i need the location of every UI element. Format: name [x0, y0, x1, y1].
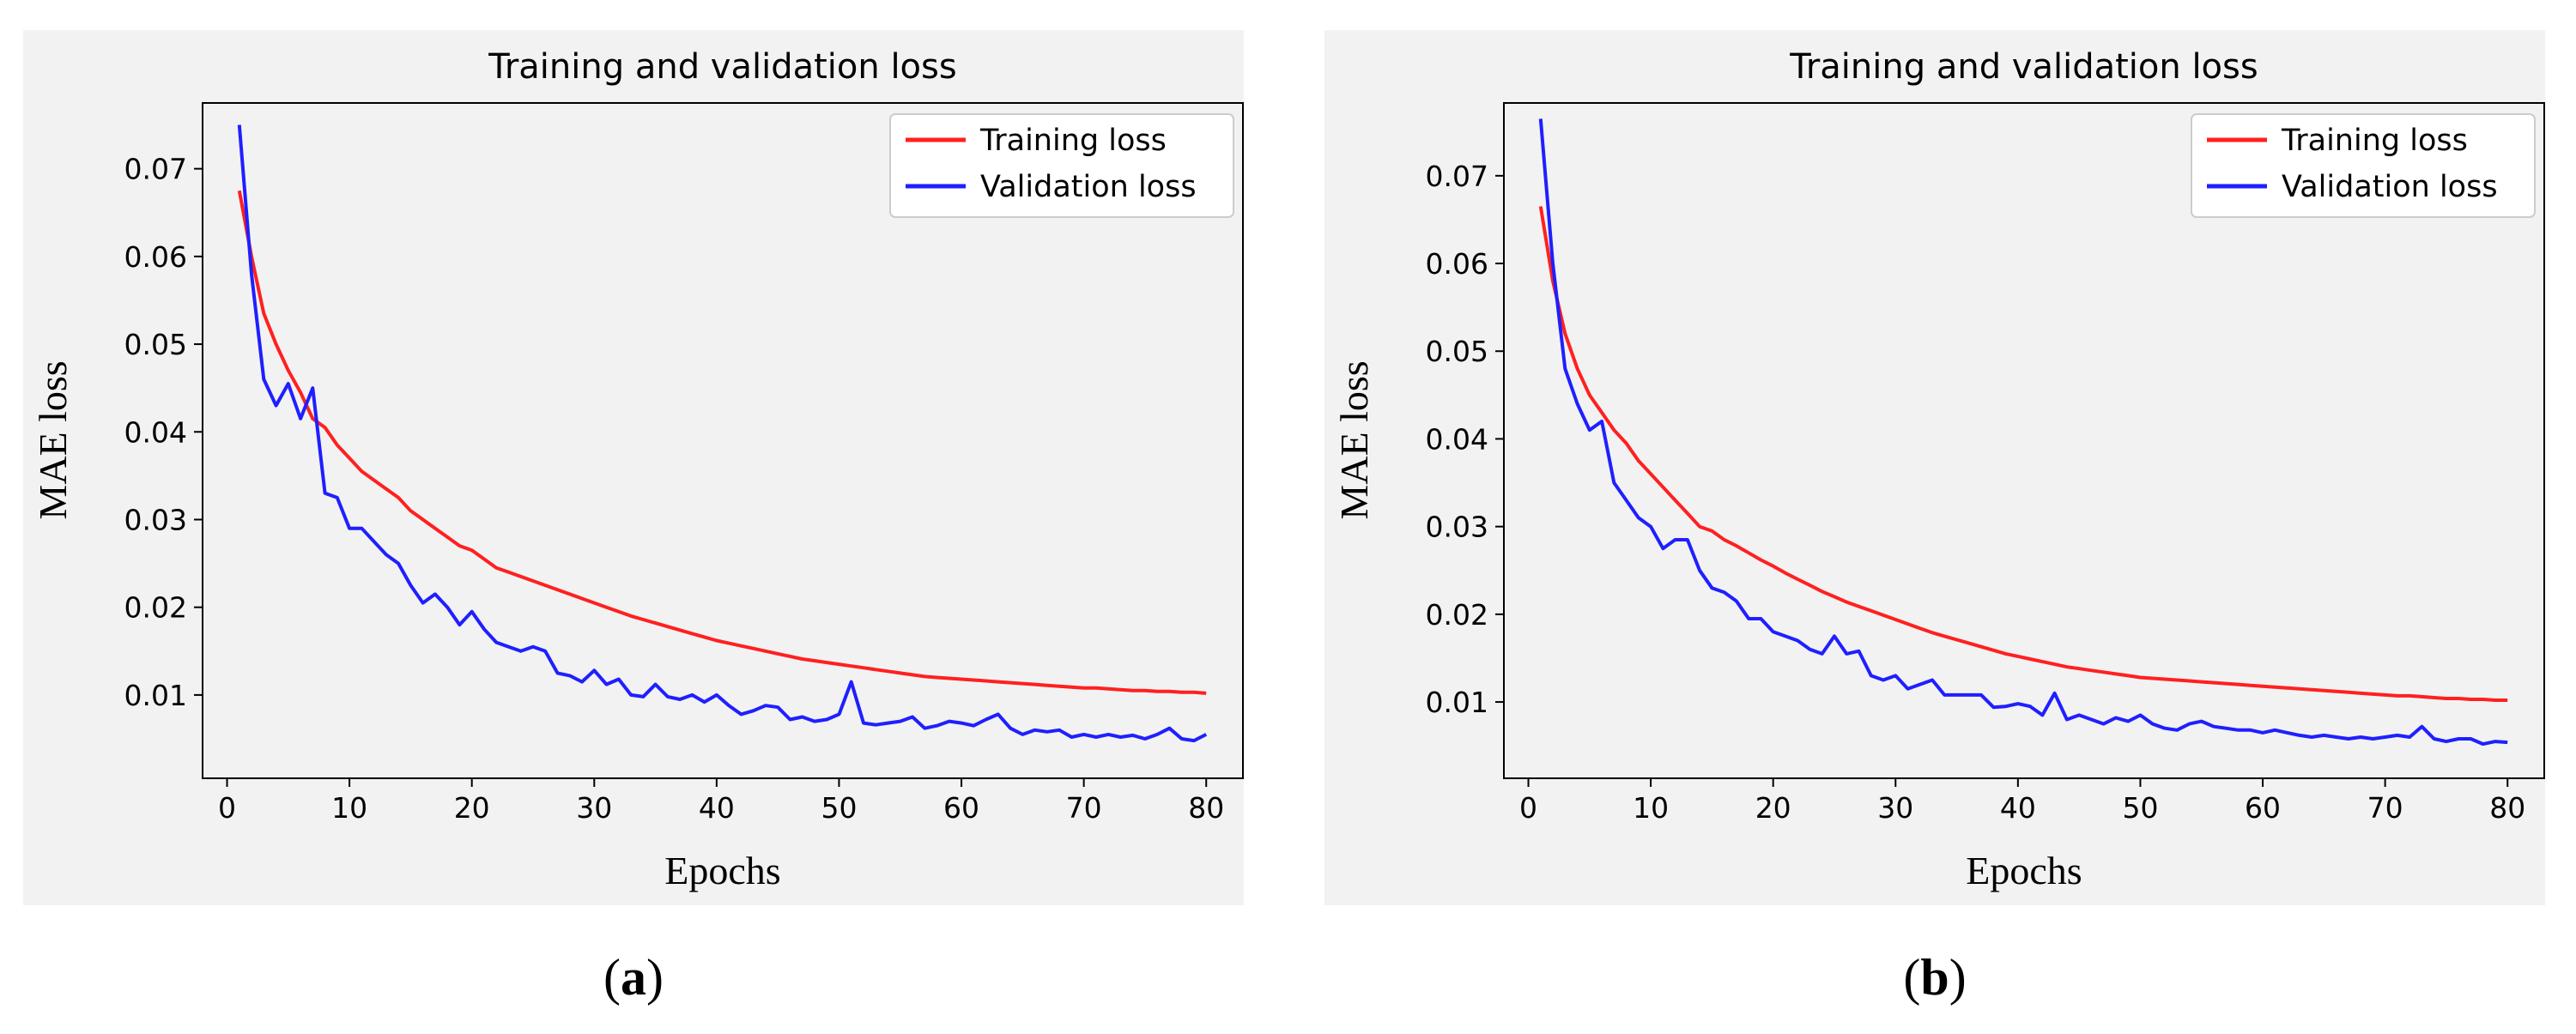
- panel-label-a: (a): [603, 949, 664, 1006]
- chart-a: Training and validation loss Epochs MAE …: [31, 47, 1244, 892]
- chart-a-ytick-label: 0.01: [124, 679, 187, 712]
- chart-b-xtick-label: 60: [2245, 791, 2281, 825]
- chart-b-xtick-label: 20: [1755, 791, 1791, 825]
- chart-a-ylabel: MAE loss: [31, 360, 75, 519]
- chart-a-validation-loss-line: [237, 124, 1208, 743]
- chart-a-ytick-label: 0.03: [124, 503, 187, 536]
- chart-b-xtick-label: 0: [1519, 791, 1537, 825]
- chart-b-ytick-label: 0.06: [1426, 247, 1488, 281]
- chart-b-plot-frame: [1503, 102, 2545, 779]
- chart-b-xtick-label: 40: [2000, 791, 2036, 825]
- chart-b-xtick-label: 50: [2122, 791, 2158, 825]
- chart-a-xtick-label: 0: [218, 791, 236, 825]
- chart-a-xtick-label: 40: [699, 791, 735, 825]
- chart-b-ytick-label: 0.03: [1426, 511, 1488, 544]
- chart-b-ytick-label: 0.04: [1426, 422, 1488, 456]
- chart-a-title: Training and validation loss: [488, 47, 956, 87]
- panel-label-b: (b): [1903, 949, 1967, 1006]
- chart-a-xtick-label: 60: [943, 791, 979, 825]
- chart-b-ytick-label: 0.07: [1426, 160, 1488, 193]
- chart-a-xlabel: Epochs: [664, 849, 780, 892]
- chart-b-ytick-label: 0.01: [1426, 686, 1488, 719]
- chart-a-xtick-label: 30: [576, 791, 612, 825]
- chart-b-ytick-label: 0.02: [1426, 598, 1488, 632]
- chart-b-legend: Training loss Validation loss: [2191, 113, 2536, 218]
- chart-b-ylabel: MAE loss: [1332, 360, 1376, 519]
- chart-a-legend-val-label: Validation loss: [980, 170, 1197, 204]
- chart-a-plot-frame: [202, 102, 1244, 779]
- chart-a-ytick-label: 0.02: [124, 591, 187, 625]
- chart-a-ytick-label: 0.06: [124, 240, 187, 274]
- chart-b-legend-train-label: Training loss: [2281, 124, 2468, 158]
- chart-a-legend-box: [889, 113, 1234, 218]
- chart-b-legend-val-label: Validation loss: [2282, 170, 2498, 204]
- chart-a-training-loss-line: [237, 190, 1207, 695]
- chart-b-xtick-label: 30: [1877, 791, 1913, 825]
- chart-b-training-loss-line: [1538, 206, 2508, 702]
- chart-b-xtick-label: 10: [1633, 791, 1669, 825]
- chart-b-validation-loss-line: [1538, 118, 2508, 747]
- chart-a-ytick-label: 0.07: [124, 153, 187, 186]
- chart-a-xtick-label: 20: [454, 791, 490, 825]
- chart-b-xlabel: Epochs: [1966, 849, 2082, 892]
- chart-b-title: Training and validation loss: [1789, 47, 2258, 87]
- chart-b-legend-box: [2191, 113, 2536, 218]
- chart-b-xtick-label: 80: [2489, 791, 2525, 825]
- chart-a-xtick-label: 50: [821, 791, 857, 825]
- chart-a-xtick-label: 80: [1188, 791, 1224, 825]
- chart-a-legend-train-label: Training loss: [979, 124, 1167, 158]
- chart-a-legend: Training loss Validation loss: [889, 113, 1234, 218]
- chart-b-ytick-label: 0.05: [1426, 335, 1488, 368]
- chart-a-ytick-label: 0.05: [124, 328, 187, 361]
- chart-a-xtick-label: 10: [331, 791, 367, 825]
- chart-a-ytick-label: 0.04: [124, 415, 187, 449]
- chart-b-xtick-label: 70: [2367, 791, 2403, 825]
- chart-b: Training and validation loss Epochs MAE …: [1332, 47, 2545, 892]
- chart-a-xtick-label: 70: [1066, 791, 1102, 825]
